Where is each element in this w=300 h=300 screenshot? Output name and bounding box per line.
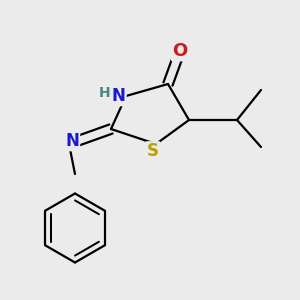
- Text: S: S: [147, 142, 159, 160]
- Text: N: N: [65, 132, 79, 150]
- Text: O: O: [172, 42, 188, 60]
- Text: H: H: [99, 86, 111, 100]
- Text: N: N: [112, 87, 125, 105]
